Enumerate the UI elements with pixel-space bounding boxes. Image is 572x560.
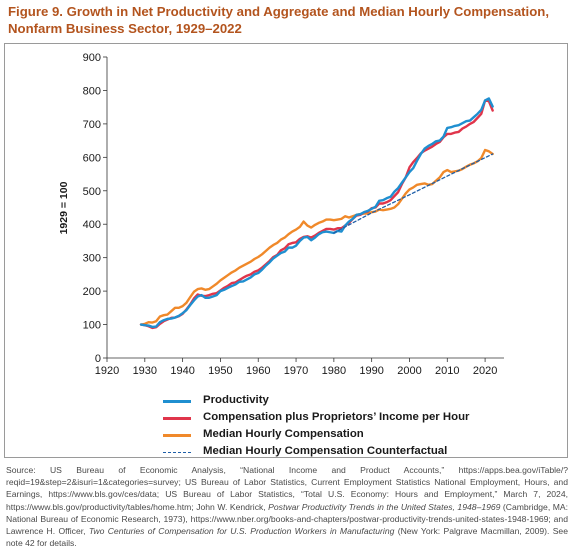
- chart-series: [139, 97, 494, 330]
- x-tick-label: 2020: [473, 365, 497, 377]
- x-tick-label: 2010: [435, 365, 459, 377]
- x-tick-label: 1920: [95, 365, 119, 377]
- legend-swatch-compensation: [163, 417, 191, 420]
- legend-label: Median Hourly Compensation Counterfactua…: [203, 445, 448, 457]
- y-tick-label: 800: [83, 85, 101, 97]
- source-title-1: Postwar Productivity Trends in the Unite…: [268, 501, 501, 512]
- legend-item-productivity: Productivity: [163, 392, 493, 409]
- y-tick-label: 200: [83, 286, 101, 298]
- source-text-2: (Cambridge, MA: National Bureau of Econo…: [6, 501, 568, 537]
- source-text-1: Source: US Bureau of Economic Analysis, …: [6, 465, 568, 512]
- x-tick-label: 1980: [322, 365, 346, 377]
- y-tick-label: 600: [83, 152, 101, 164]
- legend-item-median-compensation: Median Hourly Compensation: [163, 426, 493, 443]
- source-text-3: (New York: Palgrave Macmillan, 2009). Se…: [6, 526, 568, 549]
- source-note: Source: US Bureau of Economic Analysis, …: [6, 464, 568, 549]
- x-tick-label: 1990: [359, 365, 383, 377]
- legend-label: Median Hourly Compensation: [203, 428, 364, 440]
- x-tick-label: 1930: [133, 365, 157, 377]
- y-tick-label: 100: [83, 320, 101, 332]
- line-chart: 0 100 200 300 400 500 600 700 800 900 1920 1930 1940…: [58, 52, 504, 377]
- y-tick-label: 0: [95, 353, 101, 365]
- x-tick-label: 2000: [397, 365, 421, 377]
- x-tick-label: 1960: [246, 365, 270, 377]
- figure-title-line-1: Figure 9. Growth in Net Productivity and…: [8, 4, 549, 19]
- legend-item-compensation: Compensation plus Proprietors’ Income pe…: [163, 409, 493, 426]
- x-tick-label: 1970: [284, 365, 308, 377]
- y-tick-label: 900: [83, 52, 101, 64]
- x-tick-label: 1940: [170, 365, 194, 377]
- source-title-2: Two Centuries of Compensation for U.S. P…: [88, 526, 395, 537]
- legend-swatch-productivity: [163, 400, 191, 403]
- x-tick-label: 1950: [208, 365, 232, 377]
- y-tick-label: 500: [83, 186, 101, 198]
- y-tick-label: 700: [83, 119, 101, 131]
- y-axis-label: 1929 = 100: [58, 181, 70, 234]
- legend-swatch-median-compensation: [163, 434, 191, 437]
- figure-title: Figure 9. Growth in Net Productivity and…: [8, 4, 564, 37]
- legend-label: Productivity: [203, 394, 269, 406]
- chart-legend: Productivity Compensation plus Proprieto…: [163, 392, 493, 460]
- chart-frame: [4, 43, 568, 458]
- chart-axes: 0 100 200 300 400 500 600 700 800 900 1920 1930 1940…: [83, 52, 504, 377]
- y-tick-label: 300: [83, 253, 101, 265]
- series-line-median-hourly-compensation-counterfactual: [333, 153, 494, 234]
- figure-title-line-2: Nonfarm Business Sector, 1929–2022: [8, 20, 242, 36]
- legend-item-counterfactual: Median Hourly Compensation Counterfactua…: [163, 443, 493, 460]
- legend-label: Compensation plus Proprietors’ Income pe…: [203, 411, 470, 423]
- legend-swatch-counterfactual: [163, 452, 191, 453]
- y-tick-label: 400: [83, 219, 101, 231]
- series-line-productivity: [139, 97, 494, 329]
